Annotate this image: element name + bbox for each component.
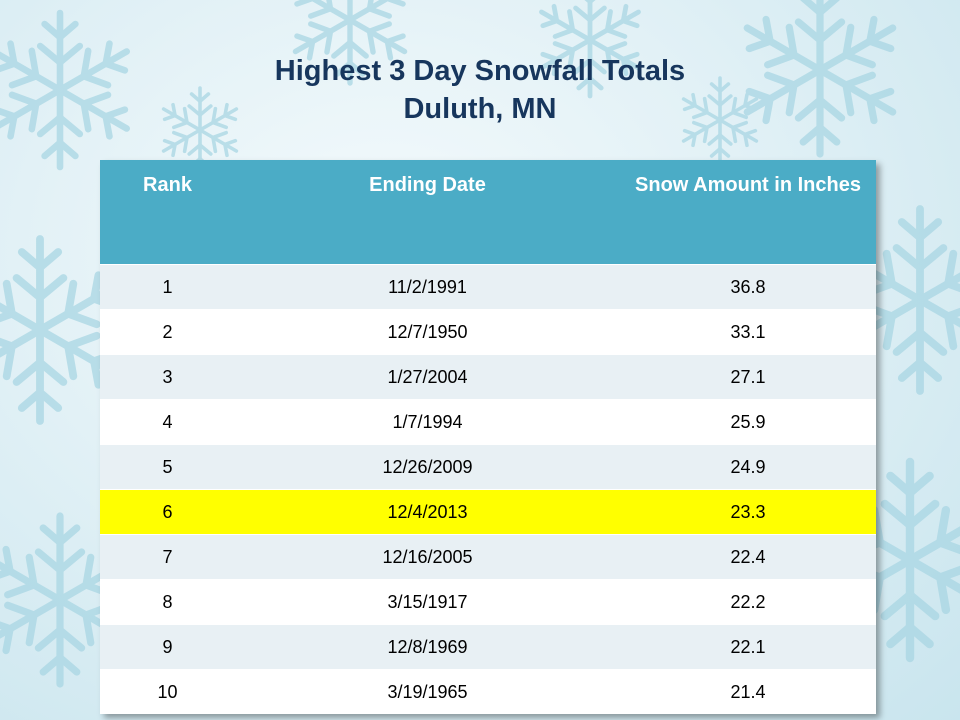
cell-amount: 24.9 xyxy=(620,444,876,490)
header-snow-amount: Snow Amount in Inches xyxy=(620,160,876,265)
table-row-highlighted: 6 12/4/2013 23.3 xyxy=(100,489,876,535)
page-title: Highest 3 Day Snowfall Totals Duluth, MN xyxy=(0,52,960,128)
snowfall-table: Rank Ending Date Snow Amount in Inches 1… xyxy=(100,160,876,714)
cell-amount: 36.8 xyxy=(620,264,876,310)
cell-date: 12/16/2005 xyxy=(235,534,620,580)
table-row: 9 12/8/1969 22.1 xyxy=(100,624,876,670)
cell-date: 12/26/2009 xyxy=(235,444,620,490)
cell-rank: 7 xyxy=(100,534,235,580)
cell-date: 11/2/1991 xyxy=(235,264,620,310)
cell-rank: 9 xyxy=(100,624,235,670)
cell-amount: 25.9 xyxy=(620,399,876,445)
cell-amount: 21.4 xyxy=(620,669,876,714)
cell-date: 12/4/2013 xyxy=(235,489,620,535)
cell-amount: 22.1 xyxy=(620,624,876,670)
table-row: 10 3/19/1965 21.4 xyxy=(100,669,876,714)
cell-rank: 8 xyxy=(100,579,235,625)
cell-amount: 23.3 xyxy=(620,489,876,535)
header-rank: Rank xyxy=(100,160,235,265)
table-row: 4 1/7/1994 25.9 xyxy=(100,399,876,445)
cell-amount: 33.1 xyxy=(620,309,876,355)
table-row: 7 12/16/2005 22.4 xyxy=(100,534,876,580)
cell-rank: 4 xyxy=(100,399,235,445)
cell-date: 1/27/2004 xyxy=(235,354,620,400)
cell-amount: 22.4 xyxy=(620,534,876,580)
cell-amount: 27.1 xyxy=(620,354,876,400)
cell-date: 12/8/1969 xyxy=(235,624,620,670)
cell-rank: 3 xyxy=(100,354,235,400)
cell-date: 3/19/1965 xyxy=(235,669,620,714)
table-row: 2 12/7/1950 33.1 xyxy=(100,309,876,355)
cell-amount: 22.2 xyxy=(620,579,876,625)
cell-date: 1/7/1994 xyxy=(235,399,620,445)
cell-rank: 10 xyxy=(100,669,235,714)
table-row: 3 1/27/2004 27.1 xyxy=(100,354,876,400)
table-row: 1 11/2/1991 36.8 xyxy=(100,264,876,310)
header-ending-date: Ending Date xyxy=(235,160,620,265)
table-row: 8 3/15/1917 22.2 xyxy=(100,579,876,625)
table-header-row: Rank Ending Date Snow Amount in Inches xyxy=(100,160,876,265)
title-line-2: Duluth, MN xyxy=(403,93,557,125)
cell-rank: 1 xyxy=(100,264,235,310)
table-row: 5 12/26/2009 24.9 xyxy=(100,444,876,490)
title-line-1: Highest 3 Day Snowfall Totals xyxy=(274,55,686,87)
cell-date: 3/15/1917 xyxy=(235,579,620,625)
cell-rank: 5 xyxy=(100,444,235,490)
cell-rank: 2 xyxy=(100,309,235,355)
cell-rank: 6 xyxy=(100,489,235,535)
cell-date: 12/7/1950 xyxy=(235,309,620,355)
